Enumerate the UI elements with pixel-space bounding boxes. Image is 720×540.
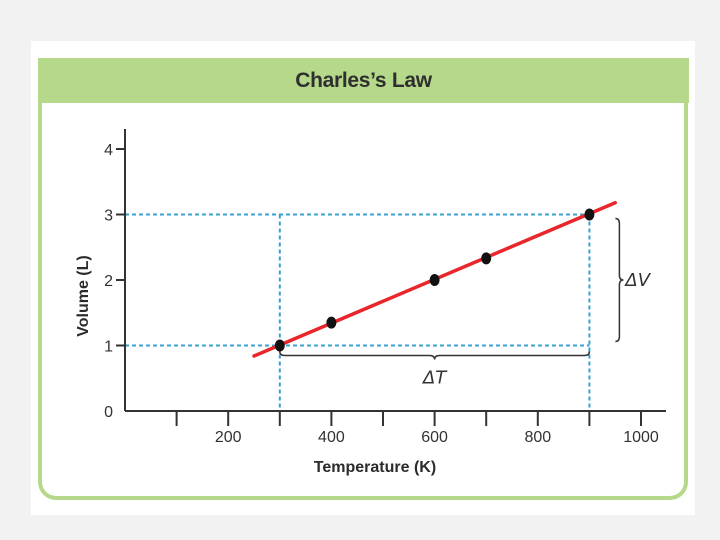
data-point <box>326 316 337 329</box>
y-tick-label-4: 4 <box>104 142 113 159</box>
delta-t-label: ΔT <box>421 368 448 389</box>
y-tick-label-2: 2 <box>104 273 113 290</box>
data-point <box>481 252 492 265</box>
axes <box>116 129 666 426</box>
brackets: ΔV ΔT <box>279 217 652 389</box>
data-point <box>274 339 285 352</box>
title-band: Charles’s Law <box>38 58 689 103</box>
y-axis-title: Volume (L) <box>75 255 92 336</box>
data-points <box>274 208 595 352</box>
data-point <box>429 274 440 286</box>
slide-card <box>31 41 695 515</box>
y-tick-label-3: 3 <box>104 208 113 225</box>
y-tick-label-1: 1 <box>104 339 113 356</box>
data-point <box>584 208 595 221</box>
delta-t-bracket <box>279 351 591 360</box>
x-tick-label-1000: 1000 <box>623 429 659 446</box>
reference-lines <box>125 213 591 411</box>
delta-v-label: ΔV <box>623 270 651 291</box>
chart-frame <box>38 58 688 500</box>
delta-v-bracket <box>615 217 624 343</box>
x-tick-label-600: 600 <box>421 429 448 446</box>
tick-labels: 0 1 2 3 4 200 400 600 800 1000 <box>104 142 659 446</box>
x-tick-label-400: 400 <box>318 429 345 446</box>
x-tick-label-800: 800 <box>524 429 551 446</box>
x-tick-label-200: 200 <box>215 429 242 446</box>
y-tick-label-0: 0 <box>104 404 113 421</box>
chart-title: Charles’s Law <box>295 69 432 92</box>
x-axis-title: Temperature (K) <box>314 459 436 476</box>
